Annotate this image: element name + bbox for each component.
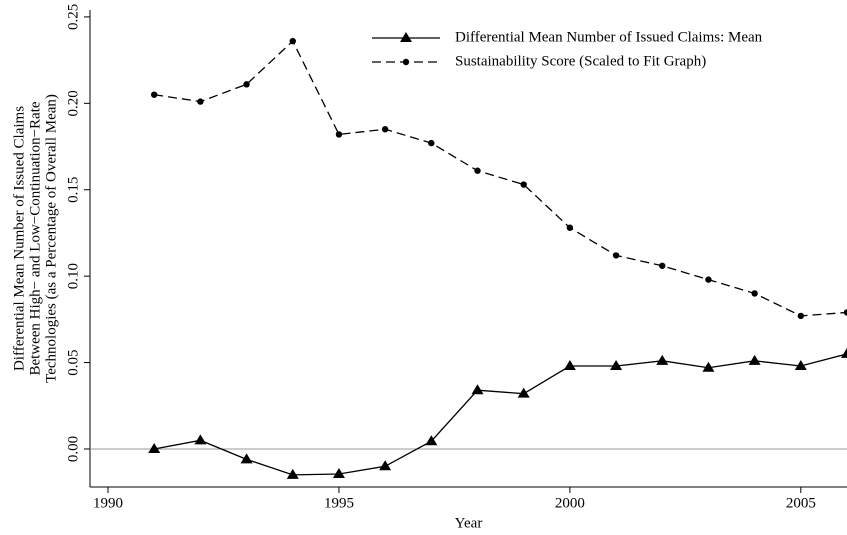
x-tick-label: 1995 (324, 495, 354, 511)
marker (702, 361, 715, 372)
x-tick-label: 1990 (93, 495, 123, 511)
y-axis-label: Between High− and Low−Continuation−Rate (27, 101, 43, 375)
marker (612, 252, 620, 259)
legend-marker (400, 32, 412, 42)
marker (332, 468, 345, 479)
marker (841, 347, 847, 358)
marker (194, 434, 207, 445)
marker (517, 387, 530, 398)
marker (797, 312, 805, 320)
marker (610, 360, 623, 371)
x-tick-label: 2000 (555, 495, 585, 511)
marker (425, 435, 438, 446)
legend-marker (402, 58, 410, 66)
marker (474, 167, 481, 174)
x-tick-label: 2005 (786, 495, 816, 511)
marker (563, 360, 576, 371)
marker (428, 139, 435, 147)
marker (335, 131, 343, 138)
marker (751, 290, 758, 297)
y-tick-label: 0.25 (65, 4, 81, 30)
x-axis-label: Year (455, 515, 483, 531)
marker (240, 453, 253, 464)
legend-label: Differential Mean Number of Issued Claim… (455, 29, 763, 45)
y-axis-label: Differential Mean Number of Issued Claim… (11, 106, 27, 371)
y-tick-label: 0.00 (65, 436, 81, 462)
marker (197, 98, 204, 105)
y-tick-label: 0.10 (65, 263, 81, 289)
y-tick-label: 0.05 (65, 349, 81, 375)
series-line (154, 40, 847, 317)
y-tick-label: 0.20 (65, 90, 81, 116)
marker (748, 354, 761, 365)
marker (656, 354, 669, 365)
marker (381, 126, 389, 133)
marker (794, 360, 807, 371)
y-axis-label: Technologies (as a Percentage of Overall… (43, 94, 59, 383)
marker (289, 37, 296, 45)
marker (520, 181, 527, 188)
marker (148, 442, 161, 453)
y-tick-label: 0.15 (65, 177, 81, 203)
marker (471, 384, 484, 395)
series-line (154, 353, 847, 476)
marker (379, 460, 392, 471)
marker (286, 468, 299, 479)
marker (659, 262, 666, 269)
legend-label: Sustainability Score (Scaled to Fit Grap… (455, 53, 706, 69)
marker (150, 91, 158, 98)
marker (566, 224, 574, 231)
marker (243, 81, 250, 88)
marker (843, 309, 847, 316)
marker (705, 276, 712, 283)
